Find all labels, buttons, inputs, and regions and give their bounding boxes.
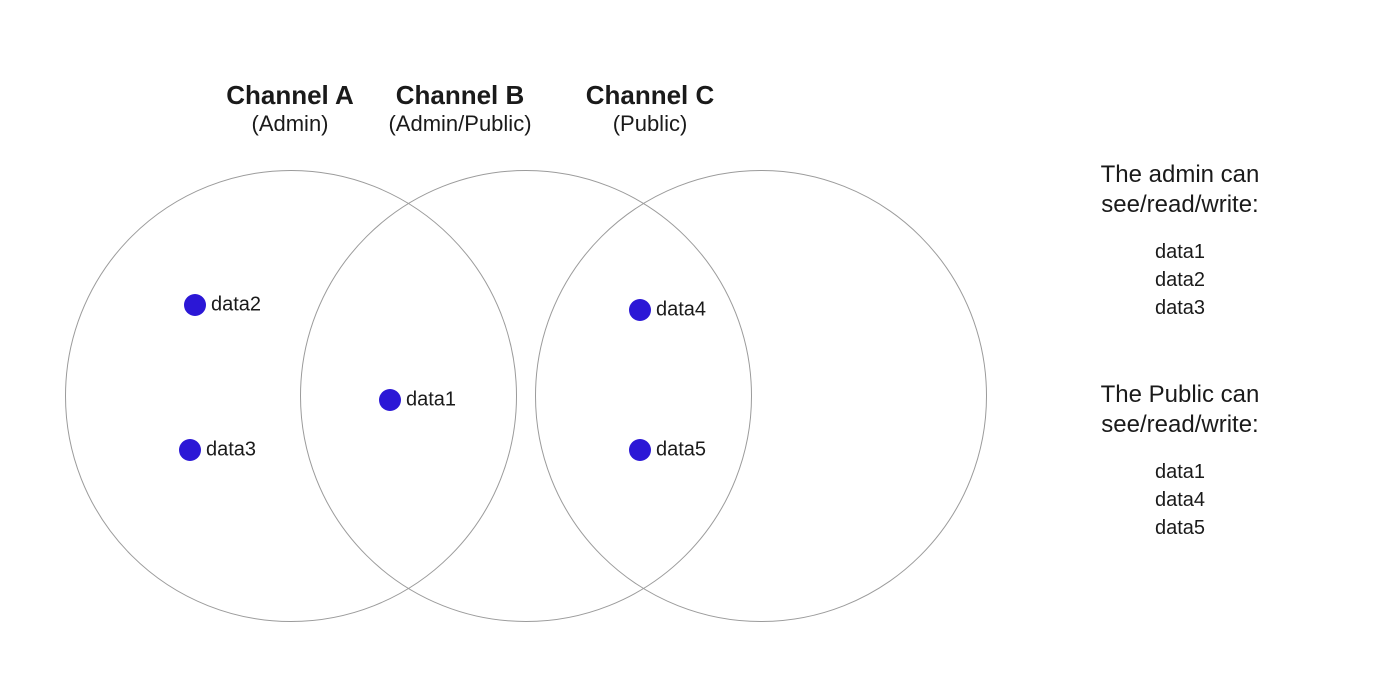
venn-circle-channel-c: [535, 170, 987, 622]
channel-c-title: Channel C (Public): [586, 80, 715, 138]
channel-b-title: Channel B (Admin/Public): [388, 80, 531, 138]
datapoint-dot-data2: [184, 294, 206, 316]
datapoint-label-data5: data5: [656, 439, 706, 462]
legend-public-heading-line2: see/read/write:: [1070, 410, 1290, 440]
channel-a-name: Channel A: [226, 80, 354, 111]
legend-admin: The admin can see/read/write: data1 data…: [1070, 160, 1290, 322]
datapoint-label-data3: data3: [206, 439, 256, 462]
channel-a-subtitle: (Admin): [226, 111, 354, 137]
legend-admin-items: data1 data2 data3: [1070, 238, 1290, 322]
channel-b-subtitle: (Admin/Public): [388, 111, 531, 137]
legend-admin-heading-line2: see/read/write:: [1070, 190, 1290, 220]
legend-admin-item: data3: [1070, 294, 1290, 322]
legend-public-items: data1 data4 data5: [1070, 458, 1290, 542]
legend-public-heading: The Public can see/read/write:: [1070, 380, 1290, 440]
datapoint-dot-data1: [379, 389, 401, 411]
legend-admin-item: data2: [1070, 266, 1290, 294]
datapoint-dot-data3: [179, 439, 201, 461]
channel-c-subtitle: (Public): [586, 111, 715, 137]
legend-public-item: data5: [1070, 514, 1290, 542]
datapoint-dot-data5: [629, 439, 651, 461]
channel-a-title: Channel A (Admin): [226, 80, 354, 138]
legend-admin-item: data1: [1070, 238, 1290, 266]
datapoint-label-data1: data1: [406, 389, 456, 412]
legend-public-item: data4: [1070, 486, 1290, 514]
legend-admin-heading-line1: The admin can: [1070, 160, 1290, 190]
diagram-stage: Channel A (Admin) Channel B (Admin/Publi…: [0, 0, 1400, 700]
legend-admin-heading: The admin can see/read/write:: [1070, 160, 1290, 220]
datapoint-label-data4: data4: [656, 299, 706, 322]
channel-c-name: Channel C: [586, 80, 715, 111]
legend-public: The Public can see/read/write: data1 dat…: [1070, 380, 1290, 542]
channel-b-name: Channel B: [388, 80, 531, 111]
datapoint-label-data2: data2: [211, 294, 261, 317]
datapoint-dot-data4: [629, 299, 651, 321]
legend-public-heading-line1: The Public can: [1070, 380, 1290, 410]
legend-public-item: data1: [1070, 458, 1290, 486]
